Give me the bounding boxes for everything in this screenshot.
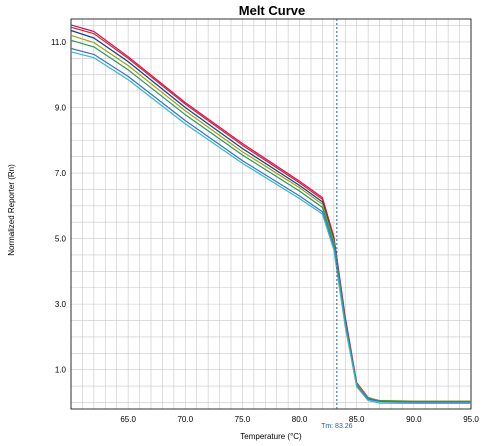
series-line	[70, 29, 471, 403]
series-line	[70, 39, 471, 403]
plot-area	[70, 18, 472, 410]
series-line	[70, 26, 472, 403]
chart-title: Melt Curve	[239, 3, 305, 18]
x-axis-ticks: 65.0 70.0 75.0 80.0 85.0 90.0 95.0	[120, 415, 479, 424]
y-tick-label: 9.0	[55, 103, 67, 112]
x-tick-label: 70.0	[177, 415, 193, 424]
series-line	[70, 51, 471, 404]
y-tick-label: 7.0	[55, 169, 67, 178]
y-axis-ticks: 1.0 3.0 5.0 7.0 9.0 11.0	[51, 38, 67, 375]
y-tick-label: 11.0	[51, 38, 67, 47]
x-tick-label: 80.0	[292, 415, 308, 424]
x-axis-label: Temperature (°C)	[240, 432, 302, 441]
series-line	[70, 34, 471, 402]
grid-lines	[70, 19, 472, 409]
x-tick-label: 85.0	[349, 415, 365, 424]
y-axis-label: Normalized Reporter (Rn)	[7, 164, 16, 256]
series-lines	[70, 24, 472, 404]
y-tick-label: 5.0	[55, 235, 67, 244]
series-line	[70, 47, 471, 403]
x-tick-label: 95.0	[463, 415, 479, 424]
x-tick-label: 75.0	[235, 415, 251, 424]
x-tick-label: 65.0	[120, 415, 136, 424]
y-tick-label: 1.0	[55, 366, 67, 375]
y-tick-label: 3.0	[55, 300, 67, 309]
x-tick-label: 90.0	[406, 415, 422, 424]
tm-marker-label: Tm: 83.26	[321, 423, 353, 430]
